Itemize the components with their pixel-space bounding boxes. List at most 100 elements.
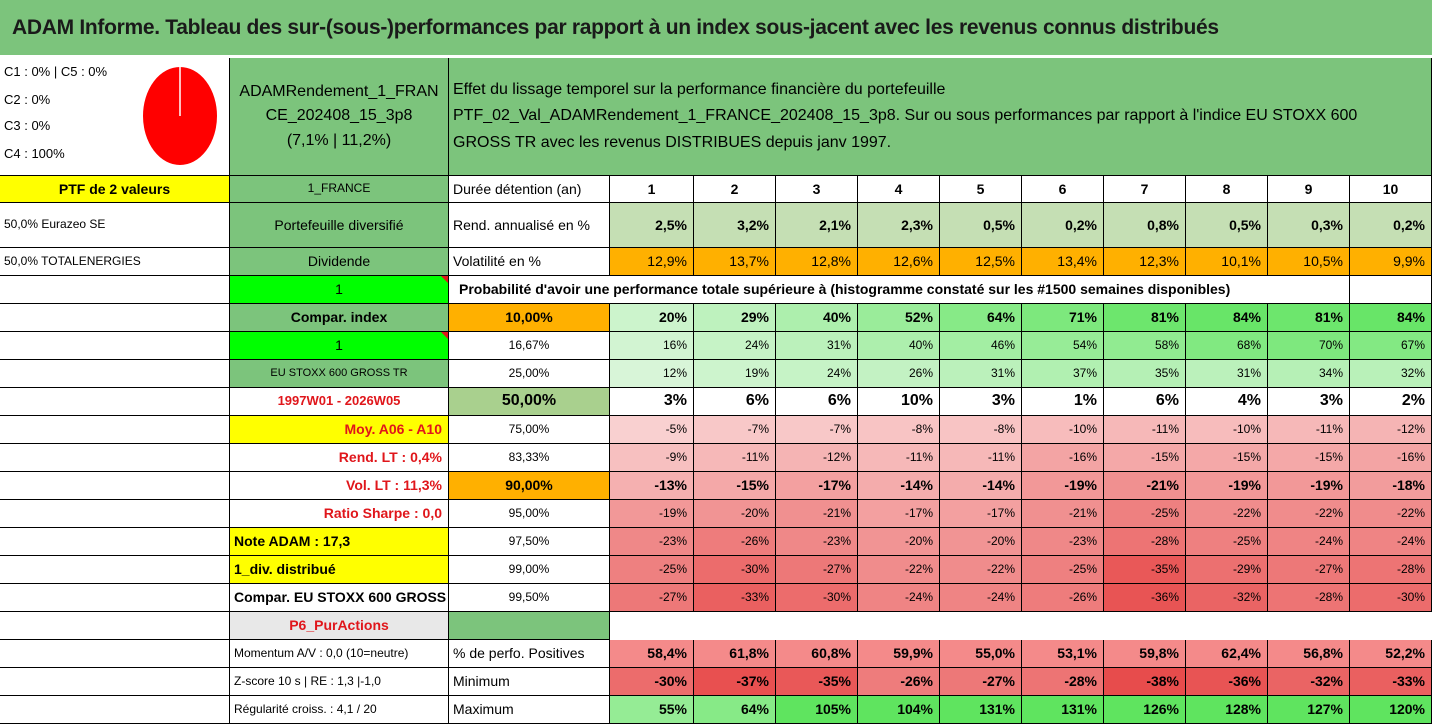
fund-name-cell: ADAMRendement_1_FRAN CE_202408_15_3p8 (7,1… (230, 58, 449, 176)
probability-value: 31% (1186, 360, 1268, 388)
minimum-value: -37% (694, 668, 776, 696)
probability-value: 31% (776, 332, 858, 360)
probability-value: 70% (1268, 332, 1350, 360)
probability-value: -26% (1022, 584, 1104, 612)
probability-value: -8% (858, 416, 940, 444)
selector-one-a: 1 (230, 276, 449, 304)
volatility-value: 12,8% (776, 248, 858, 276)
probability-value: -20% (694, 500, 776, 528)
return-label: Rend. annualisé en % (449, 203, 610, 248)
empty-cell (0, 612, 230, 640)
annual-return-value: 2,3% (858, 203, 940, 248)
volatility-value: 10,1% (1186, 248, 1268, 276)
probability-threshold: 10,00% (449, 304, 610, 332)
probability-value: -8% (940, 416, 1022, 444)
probability-threshold: 50,00% (449, 388, 610, 416)
probability-value: 4% (1186, 388, 1268, 416)
compare-index-label: Compar. index (230, 304, 449, 332)
empty-cell (0, 304, 230, 332)
minimum-value: -28% (1022, 668, 1104, 696)
probability-value: -11% (858, 444, 940, 472)
probability-value: 20% (610, 304, 694, 332)
probability-value: -21% (1022, 500, 1104, 528)
probability-value: 12% (610, 360, 694, 388)
description-line1: Effet du lissage temporel sur la perform… (453, 80, 946, 98)
probability-value: -22% (1350, 500, 1432, 528)
fund-line3: (7,1% | 11,2%) (286, 131, 392, 149)
probability-value: 84% (1350, 304, 1432, 332)
probability-value: -24% (858, 584, 940, 612)
minimum-value: -32% (1268, 668, 1350, 696)
minimum-value: -36% (1186, 668, 1268, 696)
probability-value: -17% (858, 500, 940, 528)
duration-year-header: 1 (610, 176, 694, 203)
probability-value: -23% (1022, 528, 1104, 556)
probability-value: -11% (940, 444, 1022, 472)
description-line2: PTF_02_Val_ADAMRendement_1_FRANCE_202408… (453, 107, 1358, 125)
probability-value: 58% (1104, 332, 1186, 360)
annual-return-value: 0,3% (1268, 203, 1350, 248)
empty-cell (0, 416, 230, 444)
probability-value: -7% (776, 416, 858, 444)
annual-return-value: 0,8% (1104, 203, 1186, 248)
probability-value: -19% (1022, 472, 1104, 500)
probability-value: -27% (1268, 556, 1350, 584)
probability-value: -21% (1104, 472, 1186, 500)
fund-line1: ADAMRendement_1_FRAN (239, 82, 439, 100)
minimum-value: -27% (940, 668, 1022, 696)
probability-value: -22% (940, 556, 1022, 584)
probability-threshold: 83,33% (449, 444, 610, 472)
probability-value: 71% (1022, 304, 1104, 332)
empty-cell (0, 388, 230, 416)
maximum-value: 128% (1186, 696, 1268, 724)
minimum-value: -26% (858, 668, 940, 696)
maximum-value: 55% (610, 696, 694, 724)
maximum-value: 127% (1268, 696, 1350, 724)
dividend-label: Dividende (230, 248, 449, 276)
probability-threshold: 25,00% (449, 360, 610, 388)
probability-value: -15% (1104, 444, 1186, 472)
probability-value: -18% (1350, 472, 1432, 500)
probability-value: -27% (776, 556, 858, 584)
probability-value: -9% (610, 444, 694, 472)
probability-value: -22% (858, 556, 940, 584)
volatility-value: 10,5% (1268, 248, 1350, 276)
probability-value: 81% (1268, 304, 1350, 332)
positive-perf-value: 53,1% (1022, 640, 1104, 668)
probability-value: -22% (1186, 500, 1268, 528)
maximum-value: 104% (858, 696, 940, 724)
empty-cell (0, 444, 230, 472)
probability-value: -11% (694, 444, 776, 472)
probability-value: -5% (610, 416, 694, 444)
probability-value: -24% (1268, 528, 1350, 556)
probability-threshold: 90,00% (449, 472, 610, 500)
probability-value: -19% (1268, 472, 1350, 500)
probability-value: 24% (694, 332, 776, 360)
probability-value: -28% (1268, 584, 1350, 612)
annual-return-value: 2,5% (610, 203, 694, 248)
volatility-value: 12,5% (940, 248, 1022, 276)
annual-return-value: 3,2% (694, 203, 776, 248)
probability-threshold: 16,67% (449, 332, 610, 360)
probability-value: 26% (858, 360, 940, 388)
probability-value: 16% (610, 332, 694, 360)
probability-threshold: 99,50% (449, 584, 610, 612)
maximum-value: 64% (694, 696, 776, 724)
probability-value: 68% (1186, 332, 1268, 360)
probability-value: -10% (1022, 416, 1104, 444)
empty-cell (0, 500, 230, 528)
volatility-label: Volatilité en % (449, 248, 610, 276)
duration-year-header: 5 (940, 176, 1022, 203)
fund-line2: CE_202408_15_3p8 (265, 107, 413, 125)
probability-value: -33% (694, 584, 776, 612)
probability-value: -32% (1186, 584, 1268, 612)
probability-value: -17% (940, 500, 1022, 528)
maximum-value: 131% (1022, 696, 1104, 724)
duration-year-header: 6 (1022, 176, 1104, 203)
probability-value: -36% (1104, 584, 1186, 612)
duration-year-header: 7 (1104, 176, 1186, 203)
empty-green-cell (449, 612, 610, 640)
selector-one-b: 1 (230, 332, 449, 360)
long-term-return: Rend. LT : 0,4% (230, 444, 449, 472)
maximum-value: 126% (1104, 696, 1186, 724)
